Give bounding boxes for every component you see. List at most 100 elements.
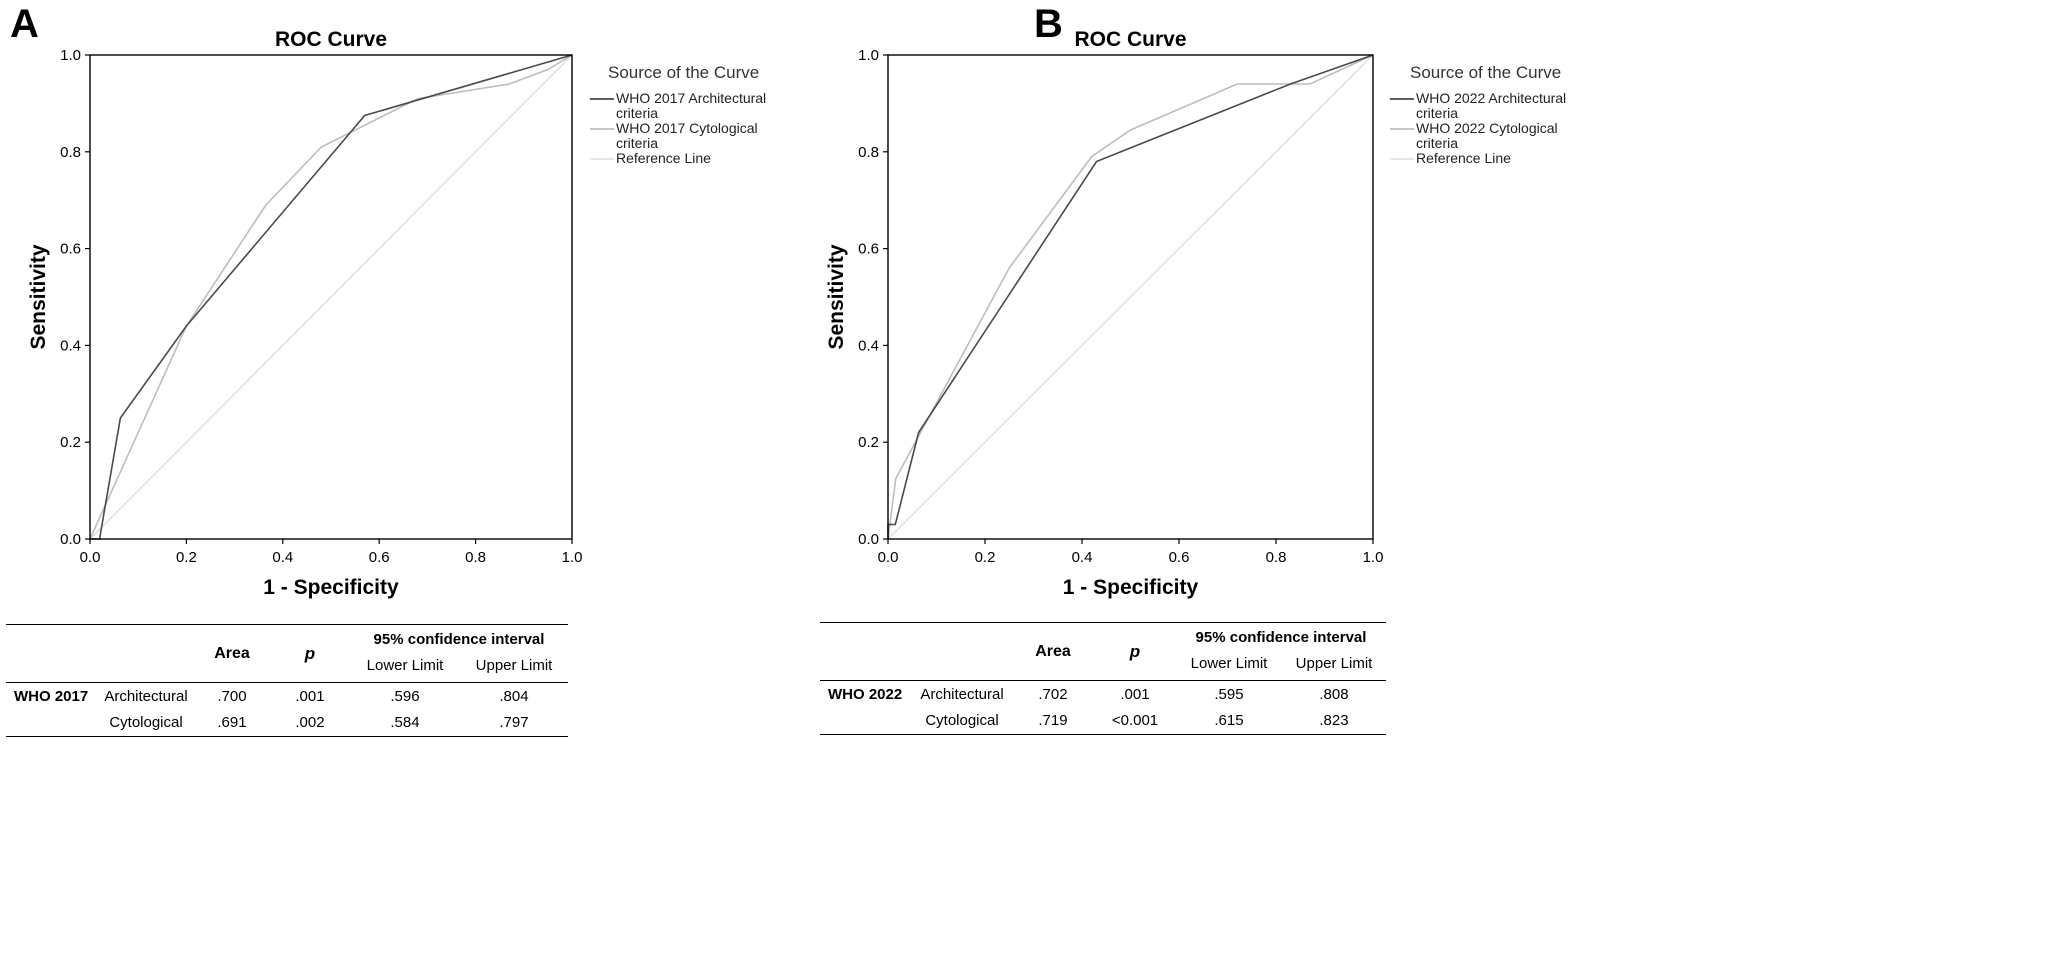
x-tick-label: 0.6 [1169,549,1190,566]
y-tick-label: 0.6 [858,241,879,258]
legend-label: WHO 2017 Architectural [616,90,766,106]
blank-cell [98,624,194,649]
table-row: Cytological .719 <0.001.615.823 [820,707,1386,735]
series-line-reference-line [887,54,1374,540]
y-tick-label: 1.0 [60,47,81,64]
panel-a: A ROC Curve 0.0 0.2 0.4 0.6 0.8 1.0 0.0 0.2 0.4 0.… [6,2,766,737]
plot-frame [887,54,1374,540]
upper-limit-header: Upper Limit [1282,646,1386,681]
y-tick-label: 0.0 [60,531,81,548]
blank-cell [820,622,912,647]
table-header-row: Lower Limit Upper Limit [820,646,1386,681]
y-tick-label: 0.4 [858,337,879,354]
p-value: <0.001 [1094,707,1176,735]
table-row: WHO 2017 Architectural .700 .001 .596 .804 [6,683,568,710]
row-label: Cytological [98,709,194,737]
area-value: .691 [194,709,270,737]
table-header-row: Area p 95% confidence interval [6,624,568,683]
blank-cell [820,707,912,735]
blank-cell [6,624,98,649]
legend-label: criteria [1416,105,1458,121]
auc-table: Area p 95% confidence interval Lower Limit U… [6,624,568,737]
x-tick-label: 1.0 [1363,549,1384,566]
legend-label: WHO 2017 Cytological [616,120,758,136]
area-value: .702 [1038,685,1068,703]
x-tick-label: 0.2 [975,549,996,566]
roc-chart: ROC Curve 0.0 0.2 0.4 0.6 0.8 1.0 0.0 0.2 0.4 0.6 0… [825,28,1566,599]
series-line-reference-line [89,54,573,540]
upper-limit-value: .823 [1282,707,1386,735]
y-tick-label: 0.4 [60,337,81,354]
blank-cell [912,622,1012,647]
x-tick-label: 0.6 [369,549,390,566]
area-header: Area [1012,622,1094,681]
x-tick-label: 0.0 [80,549,101,566]
p-value: .001 [1120,685,1150,703]
ci-header: 95% confidence interval [350,624,568,649]
chart-title: ROC Curve [1074,28,1186,51]
legend-title: Source of the Curve [1410,63,1561,82]
lower-limit-value: .595 [1214,685,1244,703]
y-tick-label: 0.6 [60,241,81,258]
row-label: Cytological [912,707,1012,735]
panel-label: B [1034,2,1063,46]
x-tick-label: 0.8 [1266,549,1287,566]
x-axis-label: 1 - Specificity [263,576,399,599]
panel-b: B ROC Curve 0.0 0.2 0.4 0.6 0.8 1.0 0.0 0.2 0.4 0.… [820,0,2056,970]
y-tick-label: 0.2 [858,434,879,451]
table-row: WHO 2022 Architectural .702 .001 .595 .808 [820,681,1386,708]
x-tick-label: 1.0 [562,549,583,566]
roc-chart: ROC Curve 0.0 0.2 0.4 0.6 0.8 1.0 0.0 0.2 0.4 0.6 0… [27,28,766,599]
y-tick-label: 0.0 [858,531,879,548]
lower-limit-value: .584 [350,709,460,737]
x-axis-label: 1 - Specificity [1063,576,1199,599]
group-label: WHO 2017 [14,687,89,705]
table-row: Cytological .691.002.584.797 [6,709,568,737]
lower-limit-header: Lower Limit [1176,646,1282,681]
area-header: Area [194,624,270,683]
row-label: Architectural [104,687,188,705]
p-header: p [270,624,350,683]
y-axis-label: Sensitivity [27,244,50,349]
blank-cell [6,648,98,683]
legend-label: Reference Line [1416,150,1511,166]
ci-header: 95% confidence interval [1176,622,1386,647]
upper-limit-header: Upper Limit [460,648,568,683]
blank-cell [98,648,194,683]
legend-label: WHO 2022 Cytological [1416,120,1558,136]
legend-title: Source of the Curve [608,63,759,82]
area-value: .719 [1012,707,1094,735]
p-header: p [1094,622,1176,681]
series-line-who-2022-cytological-criteria [887,54,1374,540]
legend-label: WHO 2022 Architectural [1416,90,1566,106]
x-tick-label: 0.4 [272,549,293,566]
legend-label: Reference Line [616,150,711,166]
legend-label: criteria [1416,135,1458,151]
table-header-row: Area p 95% confidence interval [820,622,1386,681]
y-axis-label: Sensitivity [825,244,848,349]
upper-limit-value: .804 [499,687,529,705]
plot-frame [89,54,573,540]
blank-cell [912,646,1012,681]
lower-limit-header: Lower Limit [350,648,460,683]
blank-cell [6,709,98,737]
x-tick-label: 0.8 [465,549,486,566]
upper-limit-value: .808 [1319,685,1349,703]
p-value: .002 [270,709,350,737]
p-value: .001 [295,687,325,705]
y-tick-label: 0.8 [858,144,879,161]
y-tick-label: 0.2 [60,434,81,451]
series-line-who-2017-cytological-criteria [89,54,573,540]
chart-title: ROC Curve [275,28,387,51]
x-tick-label: 0.0 [878,549,899,566]
lower-limit-value: .615 [1176,707,1282,735]
lower-limit-value: .596 [390,687,420,705]
group-label: WHO 2022 [828,685,903,703]
upper-limit-value: .797 [460,709,568,737]
legend-label: criteria [616,105,658,121]
auc-table: Area p 95% confidence interval Lower Limit U… [820,622,1386,735]
x-tick-label: 0.4 [1072,549,1093,566]
legend-label: criteria [616,135,658,151]
blank-cell [820,646,912,681]
y-tick-label: 1.0 [858,47,879,64]
